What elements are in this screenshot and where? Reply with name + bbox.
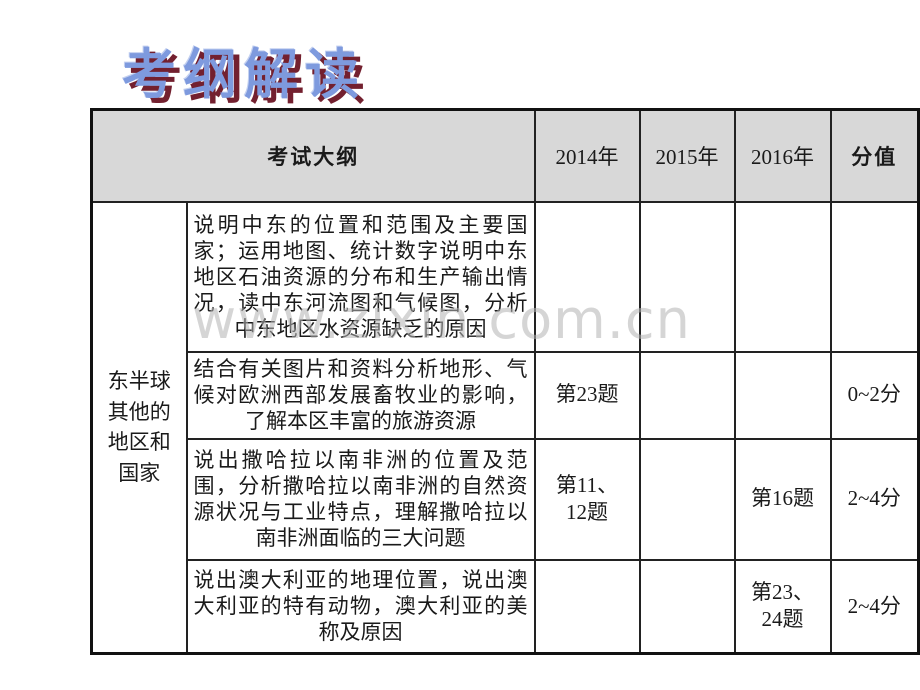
cell-2016: 第23、 24题	[733, 558, 832, 655]
description-cell: 结合有关图片和资料分析地形、气候对欧洲西部发展畜牧业的影响，了解本区丰富的旅游资…	[185, 350, 536, 440]
region-label-cell: 东半球 其他的 地区和 国家	[90, 200, 188, 655]
cell-score: 2~4分	[829, 558, 920, 655]
header-year-2015: 2015年	[638, 108, 736, 203]
description-cell: 说出撒哈拉以南非洲的位置及范围，分析撒哈拉以南非洲的自然资源状况与工业特点，理解…	[185, 437, 536, 561]
header-year-2016: 2016年	[733, 108, 832, 203]
cell-2015	[638, 437, 736, 561]
syllabus-table: 考试大纲 2014年 2015年 2016年 分值 东半球 其他的 地区和 国家…	[90, 108, 920, 655]
description-cell: 说出澳大利亚的地理位置，说出澳大利亚的特有动物，澳大利亚的美称及原因	[185, 558, 536, 655]
cell-2016	[733, 200, 832, 353]
header-score: 分值	[829, 108, 920, 203]
table-row: 说出撒哈拉以南非洲的位置及范围，分析撒哈拉以南非洲的自然资源状况与工业特点，理解…	[92, 437, 920, 561]
table-header-row: 考试大纲 2014年 2015年 2016年 分值	[90, 108, 920, 203]
header-exam-syllabus: 考试大纲	[90, 108, 536, 203]
cell-score: 2~4分	[829, 437, 920, 561]
cell-2015	[638, 350, 736, 440]
cell-2016: 第16题	[733, 437, 832, 561]
cell-2014	[533, 200, 641, 353]
cell-2014: 第23题	[533, 350, 641, 440]
table-row: 结合有关图片和资料分析地形、气候对欧洲西部发展畜牧业的影响，了解本区丰富的旅游资…	[92, 350, 920, 440]
cell-2015	[638, 558, 736, 655]
cell-2016	[733, 350, 832, 440]
cell-2014: 第11、 12题	[533, 437, 641, 561]
table-row: 东半球 其他的 地区和 国家 说明中东的位置和范围及主要国家；运用地图、统计数字…	[90, 200, 920, 655]
slide-title: 考纲解读	[122, 45, 366, 105]
cell-2015	[638, 200, 736, 353]
header-year-2014: 2014年	[533, 108, 641, 203]
cell-score: 0~2分	[829, 350, 920, 440]
cell-score	[829, 200, 920, 353]
cell-2014	[533, 558, 641, 655]
table-row: 说出澳大利亚的地理位置，说出澳大利亚的特有动物，澳大利亚的美称及原因 第23、 …	[92, 558, 920, 655]
description-cell: 说明中东的位置和范围及主要国家；运用地图、统计数字说明中东地区石油资源的分布和生…	[185, 200, 536, 353]
